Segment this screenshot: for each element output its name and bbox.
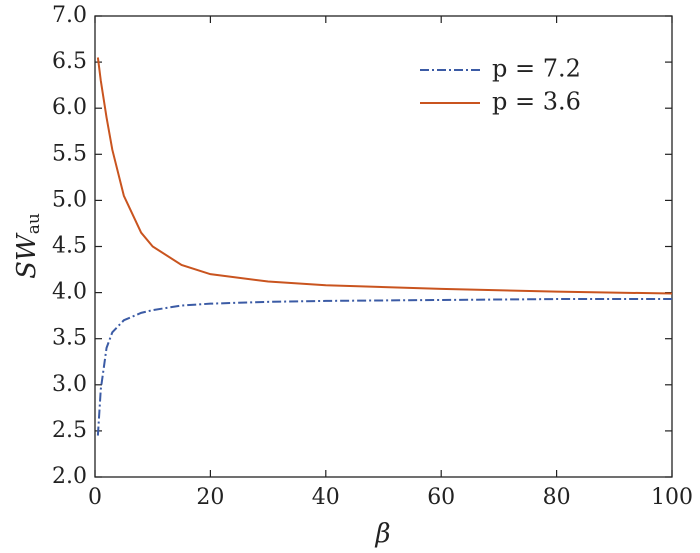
y-tick-label: 3.5 [52,326,87,351]
y-tick-label: 3.0 [52,372,87,397]
y-axis-label: SWau [12,213,44,279]
y-tick-label: 4.0 [52,280,87,305]
x-tick-label: 0 [88,485,102,510]
y-tick-label: 5.5 [52,141,87,166]
y-tick-label: 6.0 [52,95,87,120]
x-tick-label: 100 [651,485,693,510]
y-tick-label: 6.5 [52,49,87,74]
x-tick-label: 20 [196,485,224,510]
x-tick-label: 40 [312,485,340,510]
x-axis-label: β [374,519,390,549]
y-axis-label-sub: au [24,213,44,234]
y-axis-label-main: SW [12,232,42,279]
legend-label: p = 3.6 [492,88,581,116]
y-tick-label: 7.0 [52,3,87,28]
plot-frame [94,15,673,478]
line-series [96,298,672,436]
line-series [96,57,673,295]
y-tick-label: 4.5 [52,234,87,259]
x-tick-label: 80 [543,485,571,510]
y-tick-label: 2.0 [52,464,87,489]
legend-label: p = 7.2 [492,55,581,83]
y-tick-label: 2.5 [52,418,87,443]
y-tick-label: 5.0 [52,187,87,212]
x-tick-label: 60 [427,485,455,510]
